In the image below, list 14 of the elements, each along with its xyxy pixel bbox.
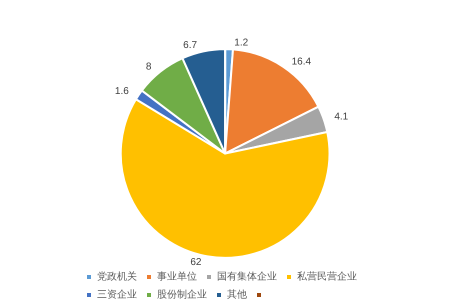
legend-label: 私营民营企业 xyxy=(297,270,357,282)
data-label: 16.4 xyxy=(292,56,312,68)
data-label: 6.7 xyxy=(183,40,198,52)
data-label: 1.6 xyxy=(114,86,130,97)
legend-label: 三资企业 xyxy=(97,288,137,300)
legend-label: 其他 xyxy=(227,288,247,300)
legend-label: 党政机关 xyxy=(97,270,137,282)
legend-label: 事业单位 xyxy=(157,270,197,282)
data-label: 4.1 xyxy=(334,112,349,123)
legend-label: 国有集体企业 xyxy=(217,270,277,282)
data-label: 1.2 xyxy=(234,38,249,49)
data-label: 62 xyxy=(190,256,202,268)
legend-label: 股份制企业 xyxy=(157,288,207,300)
data-label: 8 xyxy=(146,62,152,73)
